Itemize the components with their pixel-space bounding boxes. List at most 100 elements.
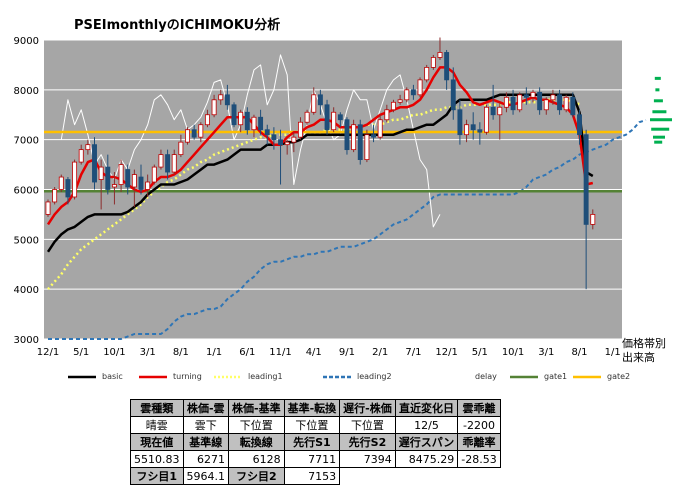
x-tick-label: 8/1 bbox=[571, 347, 587, 358]
legend-swatch bbox=[510, 375, 538, 378]
candle-body bbox=[264, 129, 270, 136]
candle-body bbox=[444, 52, 450, 81]
volume-profile-bar bbox=[653, 135, 665, 139]
ichimoku-stats-table: 雲種類 株価-雲 株価-基準 基準-転換 遅行-株価 直近変化日 雲乖離 晴雲 雲下 下位置 下位置… bbox=[130, 399, 501, 485]
stats-value-cell: 下位置 bbox=[339, 416, 396, 434]
series-leading2 bbox=[48, 119, 647, 340]
series-delay bbox=[60, 54, 441, 228]
series-turning bbox=[46, 66, 594, 226]
candle-body bbox=[211, 99, 217, 116]
candle-body bbox=[224, 94, 230, 106]
volume-profile-bar bbox=[654, 140, 663, 144]
stats-value-cell: 5964.1 bbox=[182, 467, 229, 485]
legend-item-leading2: leading2 bbox=[323, 372, 392, 381]
legend-label: gate1 bbox=[544, 372, 568, 381]
legend-swatch bbox=[214, 375, 242, 378]
candle-body bbox=[550, 94, 556, 101]
volume-profile-bar bbox=[651, 127, 670, 131]
volume-profile-bar bbox=[655, 88, 660, 92]
candle-body bbox=[351, 124, 357, 151]
candle-body bbox=[563, 96, 569, 111]
grid-lines bbox=[44, 39, 622, 340]
candle-body bbox=[92, 144, 97, 183]
candle-body bbox=[570, 96, 576, 116]
x-tick-label: 11/1 bbox=[269, 347, 291, 358]
stats-row: 5510.83 6271 6128 7711 7394 8475.29 -28.53 bbox=[130, 450, 501, 468]
candle-body bbox=[105, 166, 111, 190]
series-leading1 bbox=[47, 98, 580, 291]
candle-body bbox=[344, 119, 350, 151]
series-basic bbox=[46, 93, 594, 253]
candle-body bbox=[138, 176, 144, 190]
candle-body bbox=[417, 79, 423, 96]
x-tick-label: 3/1 bbox=[140, 347, 156, 358]
candle-body bbox=[430, 57, 436, 68]
candle-body bbox=[218, 94, 224, 101]
stats-value-cell: 下位置 bbox=[228, 416, 285, 434]
candle-body bbox=[131, 174, 137, 188]
stats-value-cell: 12/5 bbox=[394, 416, 459, 434]
candle-body bbox=[484, 106, 489, 133]
candle-body bbox=[583, 134, 589, 225]
x-tick-label: 2/1 bbox=[372, 347, 388, 358]
x-tick-label: 1/1 bbox=[605, 347, 621, 358]
candle-body bbox=[371, 134, 376, 138]
candle-body bbox=[304, 111, 310, 123]
legend-swatch bbox=[441, 375, 469, 378]
candle-body bbox=[291, 136, 297, 143]
legend-swatch bbox=[573, 375, 601, 378]
candle-body bbox=[78, 149, 84, 163]
x-tick-label: 12/1 bbox=[435, 347, 457, 358]
legend-item-basic: basic bbox=[68, 372, 123, 381]
candle-body bbox=[530, 91, 536, 98]
candle-body bbox=[145, 181, 151, 190]
candle-body bbox=[284, 141, 290, 146]
stats-value-cell: 8475.29 bbox=[394, 450, 459, 468]
y-tick-label: 7000 bbox=[14, 136, 39, 147]
legend-label: leading2 bbox=[357, 372, 392, 381]
legend-label: leading1 bbox=[248, 372, 283, 381]
stats-header-cell: 株価-雲 bbox=[182, 399, 229, 417]
x-tick-label: 1/1 bbox=[206, 347, 222, 358]
candle-body bbox=[58, 176, 64, 190]
candle-body bbox=[337, 114, 343, 121]
legend-label: delay bbox=[475, 372, 497, 381]
candle-body bbox=[191, 129, 197, 138]
stats-header-cell: 基準-転換 bbox=[283, 399, 341, 417]
candle-body bbox=[450, 79, 456, 111]
candle-body bbox=[111, 184, 117, 188]
stats-header-cell: 遅行-株価 bbox=[339, 399, 396, 417]
candle-body bbox=[477, 129, 483, 133]
candle-body bbox=[311, 94, 317, 113]
candle-body bbox=[165, 154, 171, 173]
legend-item-gate2: gate2 bbox=[573, 372, 630, 381]
candle-body bbox=[364, 134, 370, 161]
indicator-lines bbox=[44, 54, 647, 340]
legend: basic turning leading1 leading2 delay gate1 ga… bbox=[0, 372, 682, 388]
stats-row: フシ目1 5964.1 フシ目2 7153 bbox=[130, 467, 501, 485]
y-axis-labels: 3000 4000 5000 6000 7000 8000 9000 bbox=[14, 36, 39, 346]
candle-body bbox=[523, 94, 529, 98]
candle-body bbox=[470, 124, 476, 131]
candle-body bbox=[298, 121, 303, 138]
candle-body bbox=[490, 106, 496, 116]
stats-header-cell: フシ目1 bbox=[130, 467, 184, 485]
candle-body bbox=[510, 96, 516, 111]
x-tick-label: 8/1 bbox=[173, 347, 189, 358]
legend-label: turning bbox=[173, 372, 202, 381]
candle-body bbox=[271, 134, 277, 141]
legend-item-delay: delay bbox=[441, 372, 497, 381]
stats-value-cell: 雲下 bbox=[182, 416, 229, 434]
candle-body bbox=[590, 214, 596, 225]
candle-body bbox=[497, 106, 503, 116]
candle-body bbox=[404, 89, 410, 101]
candle-body bbox=[171, 154, 177, 173]
stats-header-cell: 現在値 bbox=[130, 433, 184, 451]
stats-header-cell: 遅行スパン bbox=[394, 433, 459, 451]
stats-header-cell: 直近変化日 bbox=[394, 399, 459, 417]
candle-body bbox=[397, 99, 403, 103]
candle-body bbox=[198, 124, 204, 138]
candle-body bbox=[238, 111, 244, 126]
candle-body bbox=[357, 124, 363, 161]
stats-value-cell: 7711 bbox=[283, 450, 341, 468]
